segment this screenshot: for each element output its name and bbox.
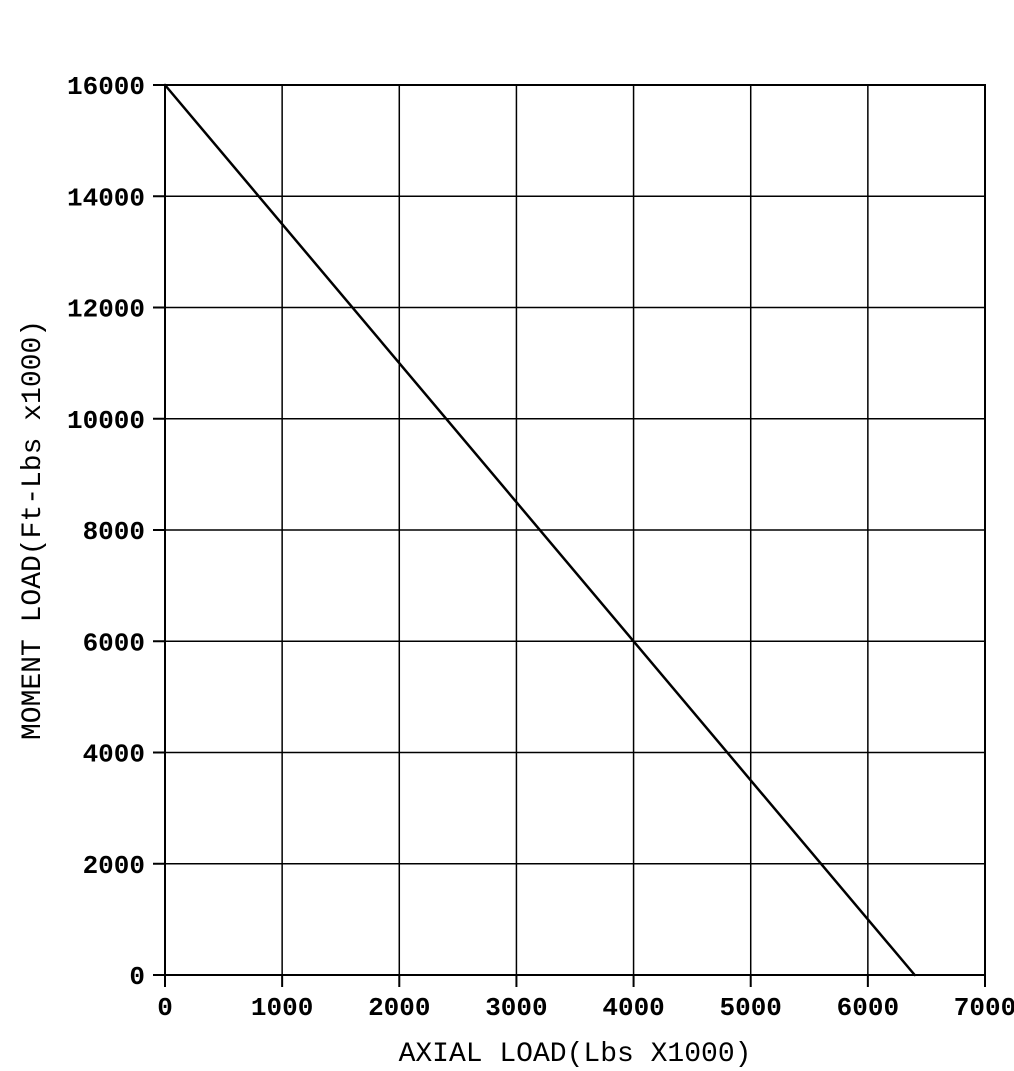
x-tick-label: 6000: [837, 993, 899, 1023]
x-tick-label: 4000: [602, 993, 664, 1023]
chart-svg: 0 1000 2000 3000 4000 5000 6000 7000 0 2000 4000 60…: [0, 0, 1014, 1071]
y-tick-label: 4000: [83, 740, 145, 770]
load-chart: 0 1000 2000 3000 4000 5000 6000 7000 0 2000 4000 60…: [0, 0, 1014, 1071]
x-tick-label: 7000: [954, 993, 1014, 1023]
y-tick-label: 14000: [67, 183, 145, 213]
y-tick-label: 8000: [83, 517, 145, 547]
x-axis-label: AXIAL LOAD(Lbs X1000): [399, 1039, 752, 1070]
x-tick-label: 0: [157, 993, 173, 1023]
x-tick-label: 1000: [251, 993, 313, 1023]
y-tick-label: 10000: [67, 406, 145, 436]
y-axis-label: MOMENT LOAD(Ft-Lbs x1000): [18, 320, 49, 740]
y-tick-label: 12000: [67, 295, 145, 325]
y-tick-label: 0: [129, 962, 145, 992]
y-tick-label: 2000: [83, 851, 145, 881]
x-tick-label: 5000: [720, 993, 782, 1023]
y-tick-label: 16000: [67, 72, 145, 102]
x-tick-label: 3000: [485, 993, 547, 1023]
y-tick-label: 6000: [83, 628, 145, 658]
chart-background: [0, 0, 1014, 1071]
x-tick-label: 2000: [368, 993, 430, 1023]
